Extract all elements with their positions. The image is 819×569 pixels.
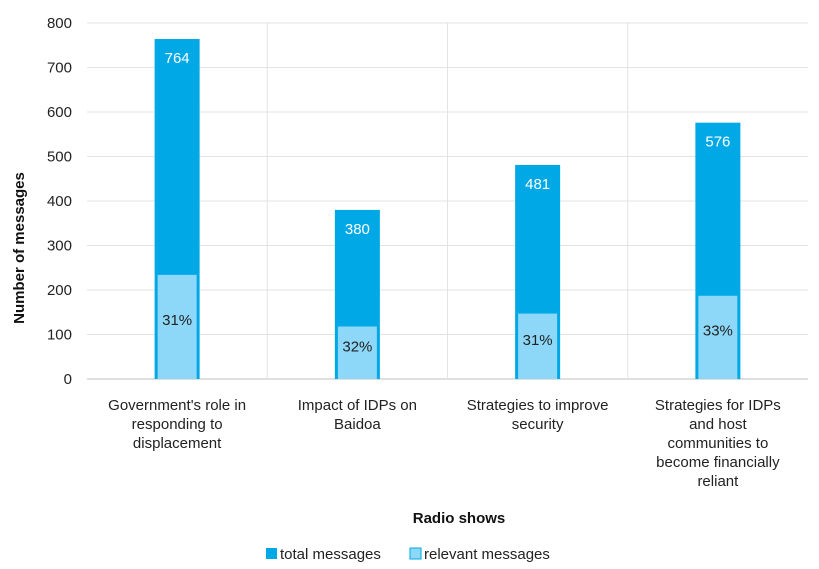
data-label-total: 481 — [525, 176, 550, 193]
data-label-total: 764 — [165, 50, 190, 67]
bar-relevant-messages — [337, 326, 377, 379]
legend-swatch — [409, 547, 422, 560]
bars: 764 31% 380 32% 481 31% 576 33% — [154, 39, 741, 380]
legend-label: relevant messages — [424, 546, 550, 563]
legend-item-total-messages: total messages — [266, 546, 381, 563]
legend-swatch — [266, 548, 277, 559]
bar-relevant-messages — [157, 274, 197, 379]
legend-item-relevant-messages: relevant messages — [409, 546, 550, 563]
x-axis-category-labels: Government's role in responding to displac… — [108, 397, 781, 490]
x-tick-label: Strategies for IDPs and host communities t… — [655, 397, 781, 490]
x-tick-label: Strategies to improve security — [467, 397, 609, 433]
legend-label: total messages — [280, 546, 381, 563]
legend: total messages relevant messages — [266, 546, 550, 563]
y-tick-label: 0 — [64, 371, 72, 388]
y-axis-ticks: 0 100 200 300 400 500 600 700 800 — [47, 15, 72, 388]
data-label-relevant: 32% — [342, 339, 372, 356]
bar-relevant-messages — [698, 295, 738, 379]
data-label-total: 576 — [705, 134, 730, 151]
x-axis-title: Radio shows — [413, 510, 506, 527]
y-tick-label: 500 — [47, 149, 72, 166]
gridlines — [87, 22, 808, 380]
data-label-total: 380 — [345, 221, 370, 238]
bar-relevant-messages — [518, 313, 558, 379]
data-label-relevant: 31% — [523, 332, 553, 349]
y-tick-label: 300 — [47, 238, 72, 255]
y-tick-label: 400 — [47, 193, 72, 210]
x-tick-label: Government's role in responding to displac… — [108, 397, 246, 452]
data-label-relevant: 33% — [703, 323, 733, 340]
y-tick-label: 200 — [47, 282, 72, 299]
data-label-relevant: 31% — [162, 312, 192, 329]
y-tick-label: 800 — [47, 15, 72, 32]
y-tick-label: 100 — [47, 327, 72, 344]
y-axis-title: Number of messages — [11, 172, 28, 324]
x-tick-label: Impact of IDPs on Baidoa — [298, 397, 417, 433]
y-tick-label: 700 — [47, 60, 72, 77]
y-tick-label: 600 — [47, 104, 72, 121]
